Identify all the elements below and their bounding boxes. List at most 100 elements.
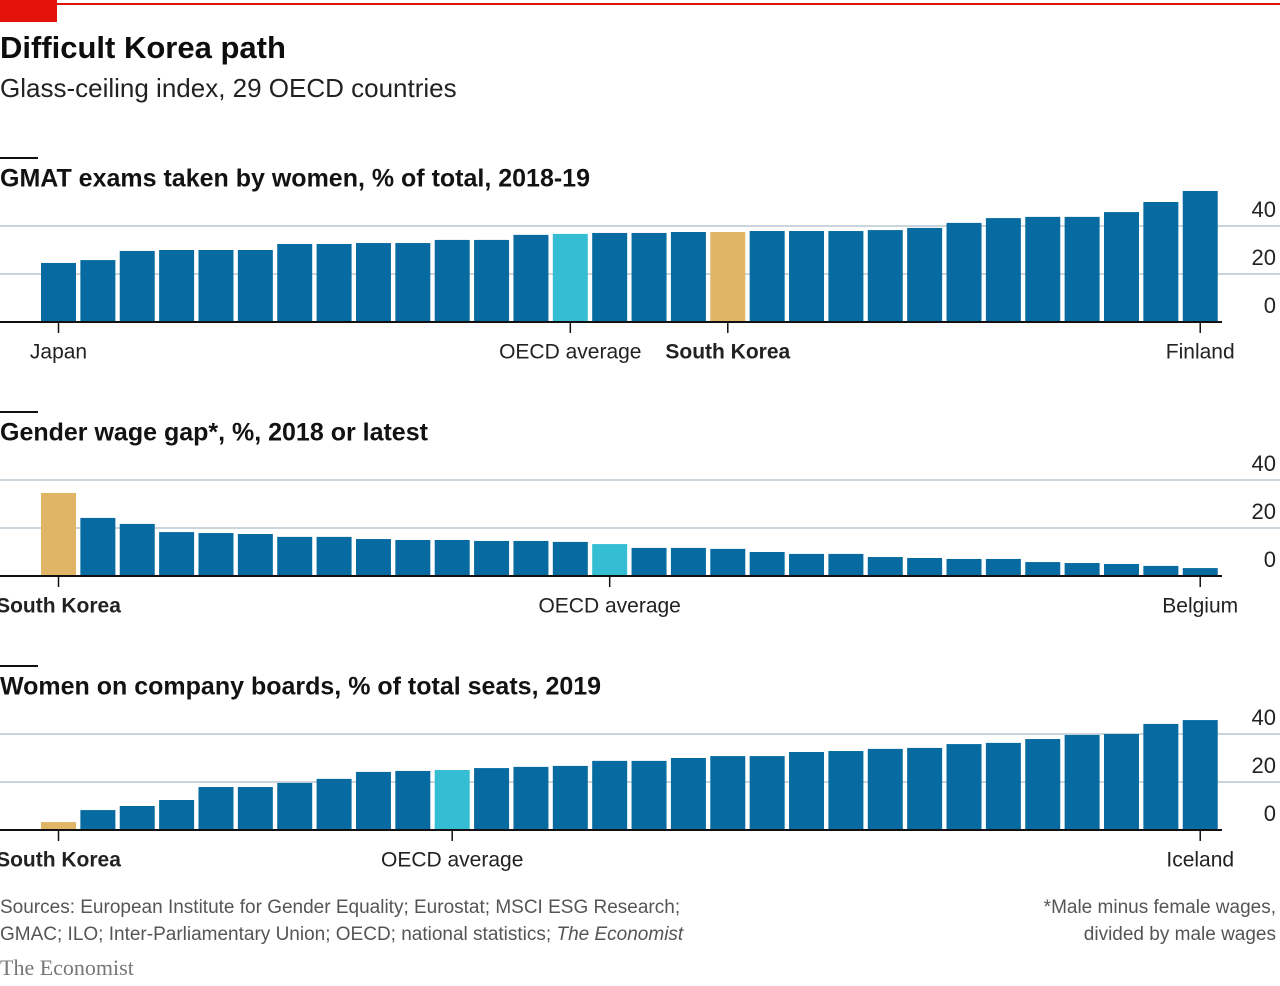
bar (1103, 734, 1139, 830)
bar (159, 800, 195, 830)
bar (907, 747, 943, 830)
x-tick-label: Japan (30, 341, 87, 364)
bar (513, 766, 549, 830)
x-tick-label: OECD average (381, 849, 523, 872)
bar (316, 244, 352, 322)
bar (198, 250, 234, 322)
bar (946, 222, 982, 322)
bar (80, 810, 116, 830)
bar (316, 778, 352, 830)
bar (946, 744, 982, 830)
note: divided by male wages (1084, 924, 1276, 945)
y-tick-label: 20 (1252, 245, 1276, 270)
x-tick-label: Iceland (1166, 849, 1234, 872)
bar (828, 231, 864, 322)
bar (1143, 202, 1179, 322)
bar (119, 806, 155, 830)
panel-rule (0, 411, 38, 413)
bar (1182, 190, 1218, 322)
bar (277, 782, 313, 830)
bar (907, 558, 943, 576)
bar (434, 540, 470, 576)
bar (41, 492, 76, 576)
y-tick-label: 0 (1264, 547, 1276, 572)
bar (434, 770, 470, 830)
x-tick-label: OECD average (538, 595, 680, 618)
sources-text: GMAC; ILO; Inter-Parliamentary Union; OE… (0, 924, 556, 945)
bar (631, 547, 667, 576)
bar (670, 232, 706, 322)
bar (946, 558, 982, 576)
panel-title: Women on company boards, % of total seat… (0, 673, 601, 701)
x-tick-label: South Korea (0, 849, 121, 872)
bar (552, 541, 588, 576)
bar (789, 553, 825, 576)
bar (749, 552, 785, 576)
top-rule (0, 3, 1280, 5)
bar (985, 558, 1021, 576)
bar (1064, 734, 1100, 830)
bar (395, 243, 431, 322)
bar (198, 533, 234, 576)
bar (513, 234, 549, 322)
y-tick-label: 20 (1252, 753, 1276, 778)
bar (867, 748, 903, 830)
bar (80, 260, 116, 322)
bar (985, 218, 1021, 322)
bar (395, 540, 431, 576)
bar (355, 771, 391, 830)
bar (1064, 216, 1100, 322)
bar (41, 262, 76, 322)
bar (237, 250, 273, 322)
bar (237, 787, 273, 830)
bar (670, 547, 706, 576)
bar (710, 756, 746, 830)
note: *Male minus female wages, (1044, 897, 1276, 918)
bar (316, 536, 352, 576)
y-tick-label: 0 (1264, 801, 1276, 826)
chart-subtitle: Glass-ceiling index, 29 OECD countries (0, 73, 457, 103)
bar (355, 539, 391, 576)
bar (749, 756, 785, 830)
bar (355, 243, 391, 322)
bar (1143, 565, 1179, 576)
bar (434, 239, 470, 322)
panel-rule (0, 665, 38, 667)
sources-italic: The Economist (556, 924, 683, 945)
bar (198, 787, 234, 830)
y-tick-label: 40 (1252, 197, 1276, 222)
bar (867, 230, 903, 322)
bar (1103, 564, 1139, 576)
bar (277, 244, 313, 322)
bar (592, 232, 628, 322)
bar (1182, 720, 1218, 830)
bar (867, 557, 903, 576)
y-tick-label: 40 (1252, 705, 1276, 730)
bar (513, 540, 549, 576)
sources: Sources: European Institute for Gender E… (0, 897, 680, 918)
tag (0, 0, 57, 22)
bar (907, 227, 943, 322)
x-tick-label: South Korea (665, 341, 790, 364)
bar (1025, 562, 1061, 576)
y-tick-label: 20 (1252, 499, 1276, 524)
x-tick-label: Belgium (1162, 595, 1238, 618)
bar (1182, 568, 1218, 576)
bar (592, 760, 628, 830)
x-tick-label: South Korea (0, 595, 121, 618)
bar (119, 523, 155, 576)
bar (119, 250, 155, 322)
chart-title: Difficult Korea path (0, 30, 286, 65)
bar (1143, 723, 1179, 830)
bar (631, 760, 667, 830)
bar (710, 232, 746, 322)
bar (474, 768, 510, 830)
bar (749, 231, 785, 322)
bar (41, 822, 76, 830)
sources: GMAC; ILO; Inter-Parliamentary Union; OE… (0, 924, 684, 945)
bar (159, 250, 195, 322)
bar (670, 758, 706, 830)
bar (552, 233, 588, 322)
bar (237, 534, 273, 576)
